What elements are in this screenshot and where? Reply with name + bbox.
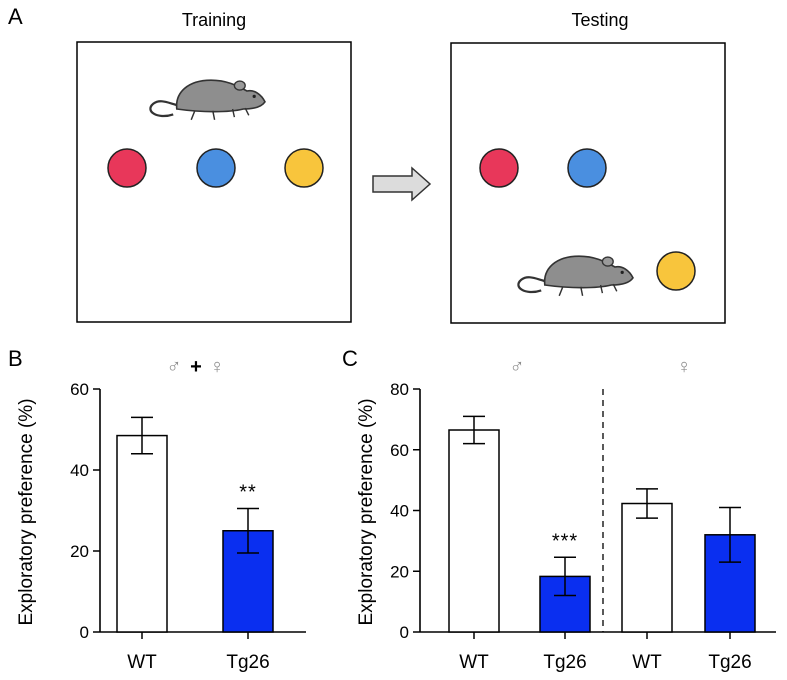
training-red-object bbox=[107, 148, 147, 188]
y-tick-label: 60 bbox=[390, 441, 409, 460]
x-tick-label: WT bbox=[632, 652, 662, 673]
significance-label: ** bbox=[239, 481, 257, 503]
y-tick-label: 80 bbox=[390, 380, 409, 399]
female-symbol: ♀ bbox=[210, 356, 225, 378]
arrow-icon bbox=[372, 166, 432, 202]
bar-wt bbox=[448, 429, 500, 633]
chart-c: 0 20 40 60 80 WT Tg26 *** WT Tg26 bbox=[390, 380, 776, 673]
significance-label: *** bbox=[552, 530, 578, 552]
testing-blue-object bbox=[567, 148, 607, 188]
y-tick-label: 60 bbox=[70, 380, 89, 399]
x-tick-label: Tg26 bbox=[543, 652, 586, 673]
training-blue-object bbox=[196, 148, 236, 188]
bar-wt bbox=[116, 434, 168, 633]
training-arena bbox=[76, 41, 352, 323]
plus-sign: + bbox=[190, 356, 202, 378]
y-axis-label-b: Exploratory preference (%) bbox=[16, 398, 37, 625]
chart-b: 0 20 40 60 WT Tg26 ** bbox=[70, 380, 306, 673]
group-label-b: ♂ + ♀ bbox=[167, 356, 225, 378]
testing-red-object bbox=[479, 148, 519, 188]
bar-wt bbox=[621, 502, 673, 633]
training-title: Training bbox=[182, 10, 246, 30]
testing-mouse-icon bbox=[517, 255, 635, 297]
training-yellow-object bbox=[284, 148, 324, 188]
x-tick-label: WT bbox=[127, 652, 157, 673]
panel-letter-c: C bbox=[342, 346, 358, 371]
testing-arena bbox=[450, 42, 726, 324]
y-tick-label: 40 bbox=[390, 502, 409, 521]
y-tick-label: 0 bbox=[80, 623, 89, 642]
y-tick-label: 20 bbox=[70, 542, 89, 561]
male-group-label: ♂ bbox=[510, 356, 525, 378]
y-tick-label: 0 bbox=[400, 623, 409, 642]
x-tick-label: Tg26 bbox=[708, 652, 751, 673]
testing-yellow-object bbox=[656, 251, 696, 291]
female-group-label: ♀ bbox=[677, 356, 692, 378]
male-symbol: ♂ bbox=[167, 356, 182, 378]
testing-title: Testing bbox=[571, 10, 628, 30]
x-tick-label: Tg26 bbox=[226, 652, 269, 673]
panel-letter-a: A bbox=[8, 4, 23, 29]
training-mouse-icon bbox=[149, 79, 267, 121]
y-axis-label-c: Exploratory preference (%) bbox=[356, 398, 377, 625]
x-tick-label: WT bbox=[459, 652, 489, 673]
y-tick-label: 40 bbox=[70, 461, 89, 480]
panel-letter-b: B bbox=[8, 346, 23, 371]
y-tick-label: 20 bbox=[390, 562, 409, 581]
